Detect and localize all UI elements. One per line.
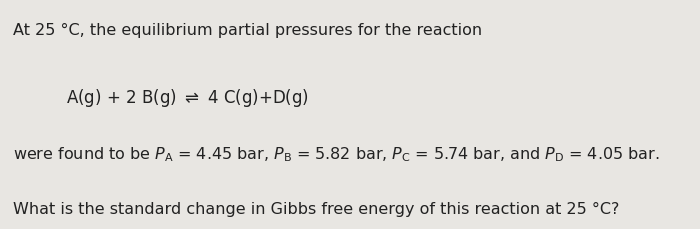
Text: A(g) + 2 B(g) $\rightleftharpoons$ 4 C(g)+D(g): A(g) + 2 B(g) $\rightleftharpoons$ 4 C(g… xyxy=(66,87,309,109)
Text: were found to be $P_\mathrm{A}$ = 4.45 bar, $P_\mathrm{B}$ = 5.82 bar, $P_\mathr: were found to be $P_\mathrm{A}$ = 4.45 b… xyxy=(13,145,659,164)
Text: At 25 °C, the equilibrium partial pressures for the reaction: At 25 °C, the equilibrium partial pressu… xyxy=(13,23,482,38)
Text: What is the standard change in Gibbs free energy of this reaction at 25 °C?: What is the standard change in Gibbs fre… xyxy=(13,202,619,217)
